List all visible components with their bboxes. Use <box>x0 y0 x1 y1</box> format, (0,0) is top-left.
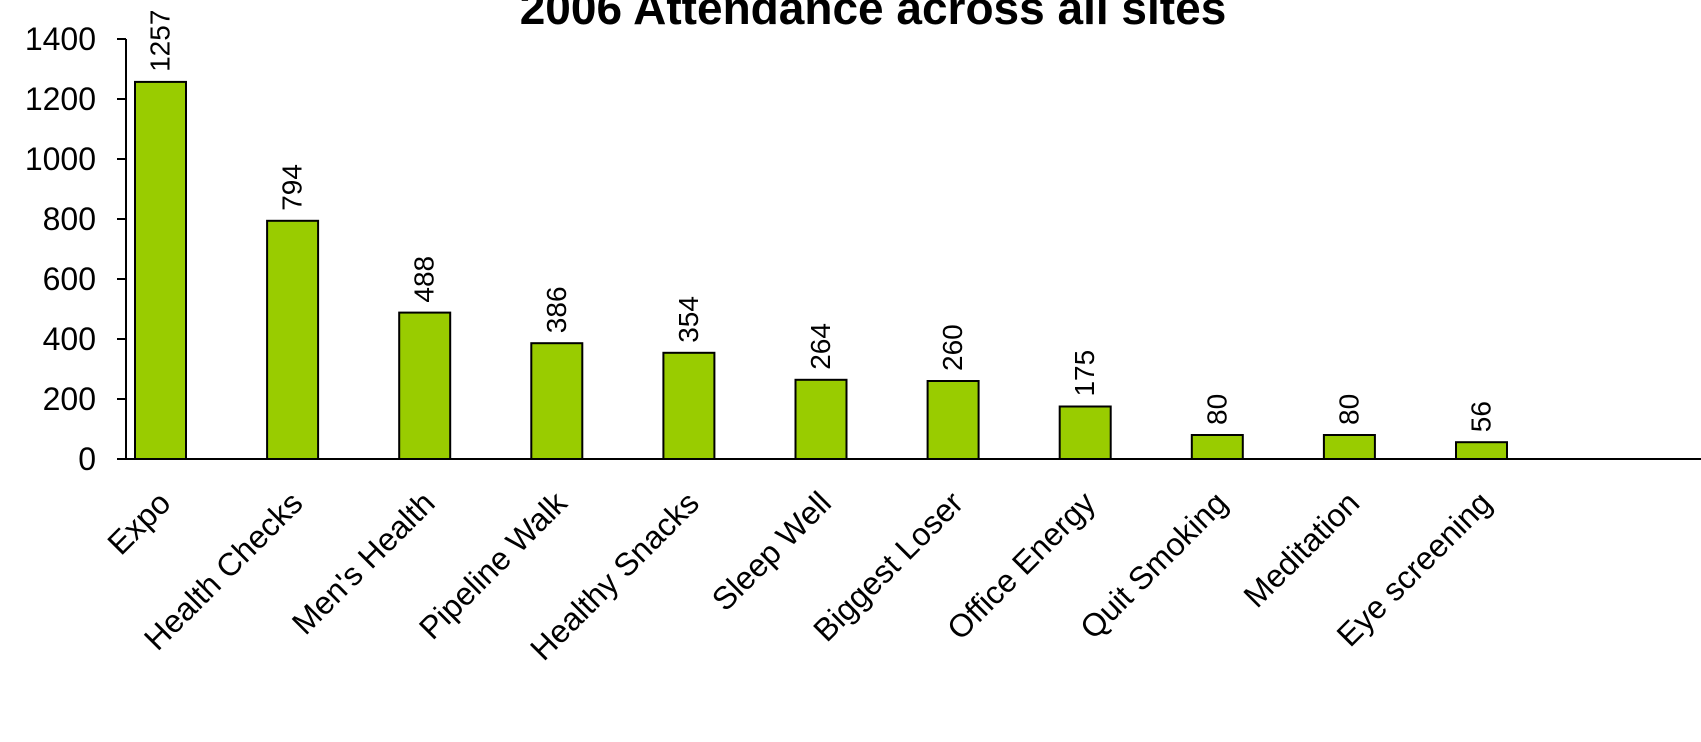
chart-title: 2006 Attendance across all sites <box>520 0 1227 34</box>
y-axis: 0 200 400 600 800 1000 1200 1400 <box>25 21 127 477</box>
x-tick-label: Sleep Well <box>705 484 838 617</box>
data-label: 386 <box>541 286 572 333</box>
data-label: 80 <box>1201 394 1232 425</box>
bar <box>530 342 584 461</box>
data-label: 80 <box>1333 394 1364 425</box>
bar <box>662 351 716 460</box>
y-tick-label: 400 <box>43 321 96 357</box>
bar <box>1322 434 1376 460</box>
data-label: 354 <box>673 296 704 343</box>
bar <box>1058 405 1112 460</box>
bar <box>1455 441 1508 461</box>
x-tick-label: Meditation <box>1236 484 1366 614</box>
bar <box>398 311 452 460</box>
data-label: 260 <box>937 324 968 371</box>
bar <box>1190 434 1244 460</box>
x-tick-label: Expo <box>100 484 177 561</box>
bar <box>266 219 320 460</box>
y-tick-label: 0 <box>78 441 96 477</box>
bar <box>926 380 980 460</box>
data-label: 264 <box>805 323 836 370</box>
data-label: 56 <box>1466 401 1497 432</box>
y-tick-label: 800 <box>43 201 96 237</box>
data-label: 488 <box>409 256 440 303</box>
data-label: 794 <box>277 164 308 211</box>
data-label: 175 <box>1069 350 1100 397</box>
bar <box>794 378 848 460</box>
bar <box>134 80 187 461</box>
bars <box>134 80 1508 461</box>
y-tick-label: 200 <box>43 381 96 417</box>
y-tick-label: 1200 <box>25 81 96 117</box>
data-label: 1257 <box>145 10 176 72</box>
y-tick-label: 1000 <box>25 141 96 177</box>
data-labels: 1257 794 488 386 354 264 260 175 80 80 56 <box>145 10 1497 433</box>
y-tick-label: 1400 <box>25 21 96 57</box>
y-tick-label: 600 <box>43 261 96 297</box>
